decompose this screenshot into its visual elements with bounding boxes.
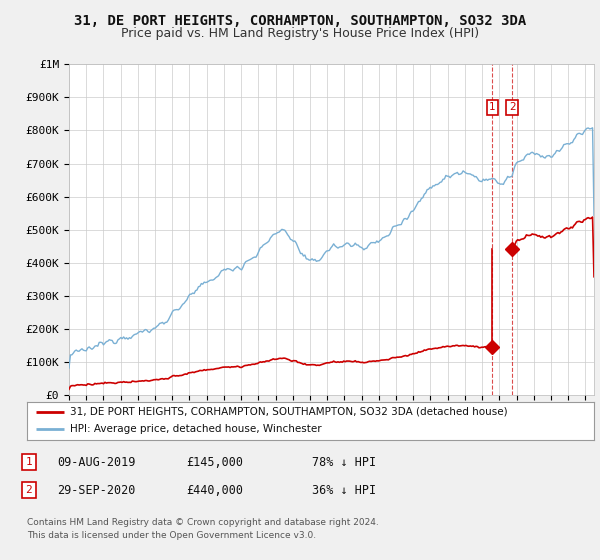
- Text: Price paid vs. HM Land Registry's House Price Index (HPI): Price paid vs. HM Land Registry's House …: [121, 27, 479, 40]
- Text: 29-SEP-2020: 29-SEP-2020: [57, 483, 136, 497]
- Text: 2: 2: [25, 485, 32, 495]
- Text: 1: 1: [25, 457, 32, 467]
- Text: 1: 1: [489, 102, 496, 113]
- Text: 31, DE PORT HEIGHTS, CORHAMPTON, SOUTHAMPTON, SO32 3DA (detached house): 31, DE PORT HEIGHTS, CORHAMPTON, SOUTHAM…: [70, 407, 507, 417]
- Text: 78% ↓ HPI: 78% ↓ HPI: [312, 455, 376, 469]
- Text: £145,000: £145,000: [186, 455, 243, 469]
- Text: 09-AUG-2019: 09-AUG-2019: [57, 455, 136, 469]
- Text: Contains HM Land Registry data © Crown copyright and database right 2024.
This d: Contains HM Land Registry data © Crown c…: [27, 518, 379, 539]
- Text: 36% ↓ HPI: 36% ↓ HPI: [312, 483, 376, 497]
- Text: 31, DE PORT HEIGHTS, CORHAMPTON, SOUTHAMPTON, SO32 3DA: 31, DE PORT HEIGHTS, CORHAMPTON, SOUTHAM…: [74, 14, 526, 28]
- Text: 2: 2: [509, 102, 515, 113]
- Text: HPI: Average price, detached house, Winchester: HPI: Average price, detached house, Winc…: [70, 424, 321, 435]
- Text: £440,000: £440,000: [186, 483, 243, 497]
